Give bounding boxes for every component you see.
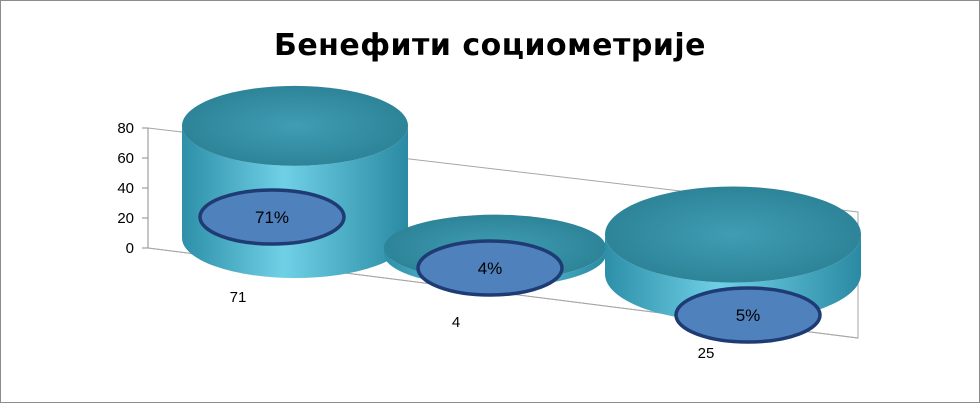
y-tick-label: 60 <box>117 150 134 167</box>
data-label: 4% <box>478 259 503 278</box>
x-category-label: 4 <box>452 314 460 331</box>
x-category-label: 71 <box>230 289 247 306</box>
cylinder-top <box>605 186 861 283</box>
cylinder-top <box>182 85 408 166</box>
cylinder-bar <box>182 85 408 278</box>
y-tick-label: 0 <box>126 240 134 257</box>
data-label-ellipse <box>674 286 822 344</box>
y-tick-label: 80 <box>117 120 134 137</box>
data-label-ellipse <box>198 188 346 246</box>
y-tick-label: 40 <box>117 180 134 197</box>
y-tick-label: 20 <box>117 210 134 227</box>
x-category-label: 25 <box>698 345 715 362</box>
data-label-ellipse <box>416 239 564 297</box>
data-label: 5% <box>736 306 761 325</box>
chart-title: Бенефити социометрије <box>273 28 707 63</box>
data-label: 71% <box>255 208 289 227</box>
